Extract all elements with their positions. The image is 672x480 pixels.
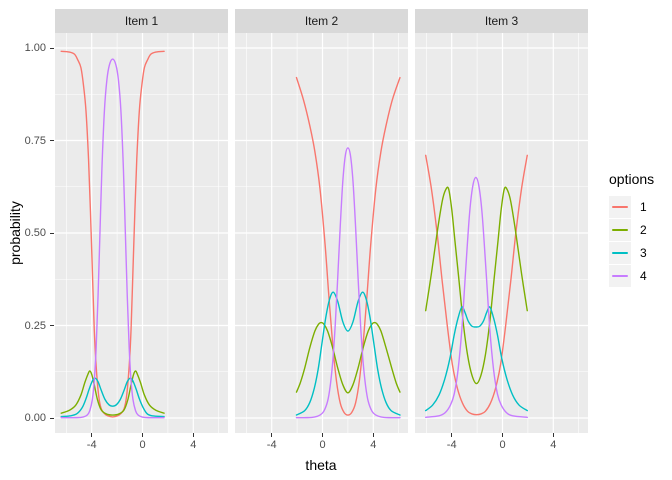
series-line-option-1 [295,76,401,416]
y-tick-mark [50,325,54,326]
series-line-option-4 [60,58,165,419]
y-tick-mark [50,140,54,141]
facet-strip-label: Item 2 [304,14,339,28]
x-tick-label: 4 [550,439,557,451]
x-tick-mark [322,433,323,437]
legend-item-option-4: 4 [609,264,654,287]
facet-panel [55,33,228,438]
x-tick-label: 4 [370,439,377,451]
legend-key [609,264,631,287]
legend-title: options [609,171,655,187]
x-tick-label: 4 [190,439,197,451]
y-tick-label: 0.00 [24,412,46,424]
series-line-option-3 [424,306,528,412]
facet-plot-area [415,33,588,433]
legend-swatch-line [612,274,628,277]
legend-item-option-1: 1 [609,195,654,218]
legend-item-label: 2 [640,222,647,237]
legend-item-label: 4 [640,268,647,283]
legend-key [609,218,631,241]
legend-item-label: 1 [640,199,647,214]
x-tick-label: 0 [139,439,146,451]
facet-strip-label: Item 1 [124,14,159,28]
x-tick-mark [502,433,503,437]
x-tick-label: 0 [499,439,506,451]
x-axis-title: theta [305,457,337,473]
legend-item-option-3: 3 [609,241,654,264]
facet-strip-label: Item 3 [484,14,519,28]
y-tick-label: 0.25 [24,319,46,332]
series-line-option-4 [424,176,528,418]
series-line-option-4 [295,147,401,419]
x-tick-mark [91,433,93,437]
y-tick-label: 0.50 [24,227,46,239]
series-line-option-2 [424,186,528,385]
series-line-option-3 [60,377,165,418]
series-line-option-1 [60,50,165,418]
x-tick-mark [552,433,554,437]
legend-key [609,195,631,218]
y-tick-mark [50,417,54,419]
series-line-option-2 [60,370,165,416]
series-line-option-2 [295,321,401,394]
series-line-option-1 [424,154,528,416]
legend: options 1 2 3 4 [609,171,654,287]
x-tick-mark [372,433,374,437]
legend-swatch-line [612,251,628,254]
series-line-option-3 [295,291,401,416]
x-tick-mark [451,433,453,437]
x-tick-label: -4 [266,439,277,451]
x-tick-label: -4 [86,439,97,451]
x-tick-mark [271,433,273,437]
legend-key [609,241,631,264]
facet-strip-item-2: Item 2 [235,9,408,33]
facet-panel [235,33,408,438]
facet-plot-area [55,33,228,433]
legend-item-option-2: 2 [609,218,654,241]
x-tick-mark [142,433,143,437]
y-tick-mark [50,232,54,234]
y-tick-mark [50,47,54,49]
legend-swatch-line [612,228,628,231]
facet-plot-area [235,33,408,433]
legend-items: 1 2 3 4 [609,195,654,287]
facet-strip-item-3: Item 3 [415,9,588,33]
facet-strip-item-1: Item 1 [55,9,228,33]
legend-swatch-line [612,205,628,208]
x-tick-mark [192,433,194,437]
facet-panel [415,33,588,438]
y-tick-label: 0.75 [24,134,46,147]
x-tick-label: 0 [319,439,326,451]
y-tick-label: 1.00 [24,42,46,54]
x-tick-label: -4 [446,439,457,451]
legend-item-label: 3 [640,245,647,260]
